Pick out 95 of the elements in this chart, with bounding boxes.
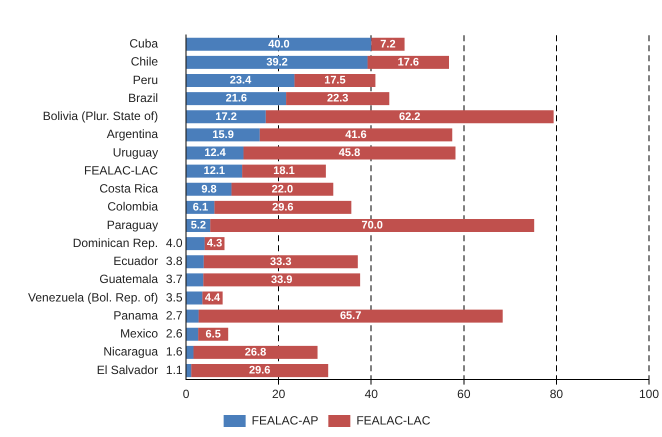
y-tick-label: Chile [130, 54, 158, 69]
y-tick-label: Bolivia (Plur. State of) [42, 109, 158, 124]
data-label: 41.6 [345, 128, 367, 141]
bar [243, 146, 456, 160]
bar [286, 92, 390, 106]
data-label: 6.1 [192, 201, 208, 214]
y-tick-label: Uruguay [112, 145, 158, 160]
bar [186, 328, 198, 341]
data-label: 40.0 [268, 38, 290, 50]
bar [186, 346, 194, 359]
data-label: 4.3 [206, 238, 222, 250]
y-tick-label: El Salvador [96, 362, 158, 377]
data-label: 22.3 [326, 92, 348, 105]
legend-label: FEALAC-AP [252, 413, 318, 428]
bar [371, 38, 405, 51]
data-label: 45.8 [338, 147, 360, 160]
y-tick-label: Dominican Rep. [72, 236, 158, 250]
data-label: 22.0 [272, 183, 294, 196]
bar [186, 292, 202, 305]
data-label: 2.6 [166, 326, 183, 341]
bar [191, 364, 328, 378]
bar [186, 92, 286, 106]
data-label: 5.2 [190, 220, 206, 232]
data-label: 4.0 [166, 236, 183, 250]
bar [186, 182, 232, 196]
y-tick-label: Costa Rica [99, 182, 158, 196]
bar [186, 255, 204, 268]
bar [186, 237, 205, 250]
data-label: 29.6 [272, 201, 294, 214]
bar [186, 310, 199, 323]
data-label: 17.2 [215, 110, 237, 123]
bar [266, 110, 554, 124]
data-label: 6.5 [206, 328, 221, 340]
y-tick-label: Peru [132, 72, 158, 87]
bar [242, 164, 326, 178]
bar [204, 255, 358, 268]
data-label: 3.5 [166, 290, 183, 304]
bar [198, 310, 503, 323]
data-label: 62.2 [398, 110, 420, 123]
y-tick-label: Ecuador [113, 254, 158, 268]
data-label: 17.6 [398, 56, 419, 68]
bar [186, 38, 372, 51]
x-tick-label: 60 [457, 387, 471, 402]
bar [186, 56, 368, 69]
bar [193, 346, 318, 359]
data-label: 21.6 [226, 92, 248, 105]
data-label: 2.7 [166, 308, 183, 322]
data-label: 1.1 [166, 362, 183, 377]
data-label: 1.6 [166, 344, 183, 359]
bar [294, 74, 376, 88]
y-tick-label: Cuba [129, 36, 158, 51]
data-label: 65.7 [340, 310, 362, 322]
data-label: 15.9 [212, 128, 234, 141]
data-label: 4.4 [204, 292, 221, 304]
bar [231, 182, 334, 196]
bar [186, 74, 294, 88]
legend-label: FEALAC-LAC [356, 413, 431, 428]
x-tick-label: 0 [182, 387, 190, 402]
y-tick-label: Nicaragua [103, 344, 158, 359]
y-tick-label: Guatemala [99, 272, 158, 286]
y-tick-label: Argentina [106, 127, 158, 142]
data-label: 12.1 [204, 165, 226, 178]
data-label: 3.7 [166, 272, 183, 286]
data-label: 23.4 [230, 74, 252, 87]
data-label: 26.8 [244, 346, 266, 358]
bar [214, 200, 352, 214]
data-label: 33.3 [270, 256, 292, 268]
data-label: 33.9 [270, 274, 292, 286]
bar [368, 56, 450, 69]
data-label: 29.6 [248, 364, 270, 377]
data-label: 18.1 [273, 165, 295, 178]
y-tick-label: Colombia [107, 200, 158, 214]
y-tick-label: Panama [113, 308, 158, 322]
data-label: 70.0 [361, 220, 383, 232]
x-tick-label: 80 [550, 387, 564, 402]
data-label: 12.4 [204, 147, 227, 160]
bar [186, 273, 204, 286]
data-label: 3.8 [166, 254, 183, 268]
data-label: 39.2 [266, 56, 288, 68]
y-tick-label: Paraguay [106, 218, 158, 232]
bar [203, 273, 360, 286]
y-tick-label: FEALAC-LAC [84, 163, 158, 178]
y-tick-label: Mexico [120, 326, 158, 341]
y-tick-label: Venezuela (Bol. Rep. of) [28, 290, 158, 304]
data-label: 17.5 [324, 74, 346, 87]
data-label: 9.8 [201, 183, 217, 196]
bar [210, 219, 534, 232]
bar [260, 128, 452, 142]
x-tick-label: 20 [272, 387, 286, 402]
x-tick-label: 40 [364, 387, 378, 402]
y-tick-label: Brazil [128, 90, 158, 105]
bar [186, 364, 192, 378]
data-label: 7.2 [380, 38, 396, 50]
bar [186, 110, 266, 124]
x-tick-label: 100 [638, 387, 660, 402]
